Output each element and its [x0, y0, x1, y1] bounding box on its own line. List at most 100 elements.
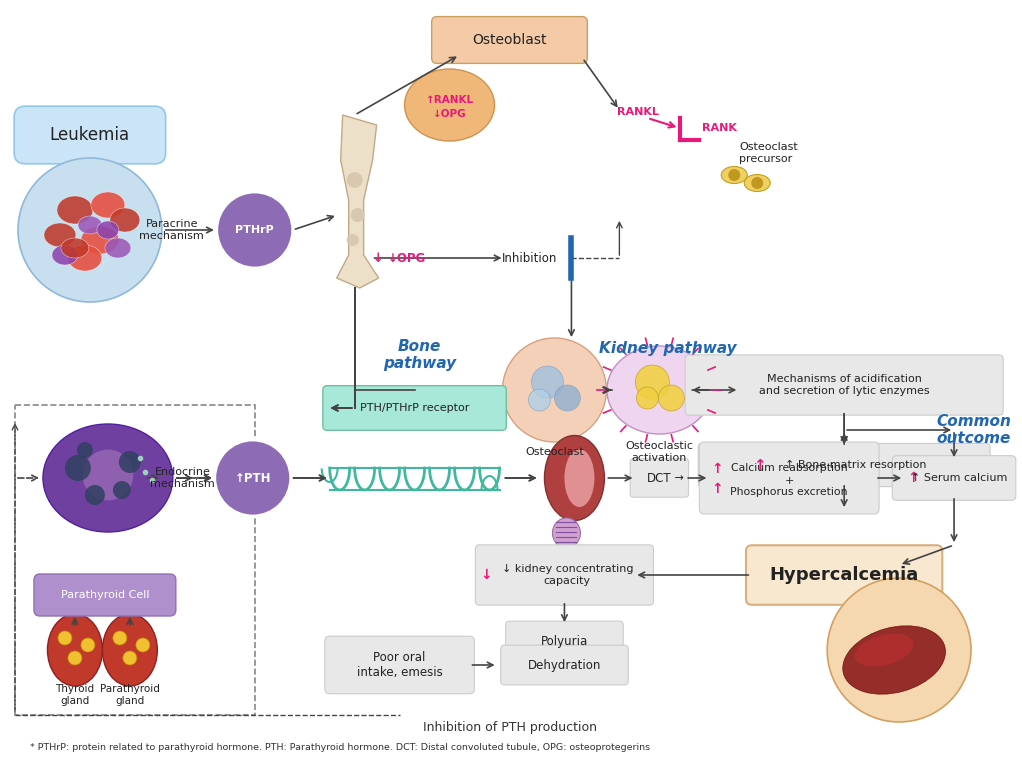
- FancyBboxPatch shape: [631, 459, 689, 497]
- Text: * PTHrP: protein related to parathyroid hormone. PTH: Parathyroid hormone. DCT: : * PTHrP: protein related to parathyroid …: [30, 743, 650, 752]
- Ellipse shape: [67, 245, 102, 271]
- Circle shape: [827, 578, 971, 722]
- Text: PTH/PTHrP receptor: PTH/PTHrP receptor: [360, 403, 469, 413]
- Ellipse shape: [52, 245, 78, 265]
- Ellipse shape: [843, 626, 945, 694]
- Text: ↑ Bone matrix resorption: ↑ Bone matrix resorption: [785, 460, 927, 470]
- Text: ↓ kidney concentrating
capacity: ↓ kidney concentrating capacity: [502, 564, 634, 586]
- Ellipse shape: [91, 192, 125, 218]
- Text: Polyuria: Polyuria: [541, 634, 588, 647]
- Text: Osteoclast
precursor: Osteoclast precursor: [739, 142, 798, 164]
- Text: Parathyroid
gland: Parathyroid gland: [100, 684, 159, 706]
- Text: ↓: ↓: [480, 568, 493, 582]
- Text: Kidney pathway: Kidney pathway: [600, 341, 737, 356]
- Ellipse shape: [110, 208, 140, 232]
- Text: Mechanisms of acidification
and secretion of lytic enzymes: Mechanisms of acidification and secretio…: [759, 374, 929, 396]
- Text: ↑: ↑: [753, 457, 765, 472]
- Text: Leukemia: Leukemia: [50, 126, 130, 144]
- Circle shape: [636, 365, 669, 399]
- Circle shape: [82, 449, 134, 501]
- Text: ↓OPG: ↓OPG: [387, 251, 426, 264]
- Circle shape: [658, 385, 685, 411]
- FancyBboxPatch shape: [475, 545, 653, 605]
- FancyBboxPatch shape: [325, 636, 474, 694]
- Text: RANKL: RANKL: [617, 107, 659, 117]
- FancyBboxPatch shape: [14, 106, 166, 164]
- Ellipse shape: [105, 238, 131, 258]
- Ellipse shape: [57, 196, 93, 224]
- Text: ↓: ↓: [372, 251, 383, 264]
- Text: +: +: [785, 476, 794, 486]
- Text: Paracrine
mechanism: Paracrine mechanism: [139, 220, 204, 241]
- Text: RANK: RANK: [702, 123, 737, 133]
- Ellipse shape: [47, 614, 102, 686]
- Ellipse shape: [44, 223, 76, 247]
- Circle shape: [65, 455, 91, 481]
- Circle shape: [77, 442, 93, 458]
- Circle shape: [136, 638, 150, 652]
- Text: ↑ Serum calcium: ↑ Serum calcium: [911, 473, 1008, 483]
- Text: ↑: ↑: [711, 462, 724, 476]
- FancyBboxPatch shape: [34, 574, 176, 616]
- Ellipse shape: [102, 614, 157, 686]
- Ellipse shape: [722, 167, 747, 183]
- Text: Calcium reabsorption: Calcium reabsorption: [731, 463, 847, 473]
- Text: Endocrine
mechanism: Endocrine mechanism: [150, 467, 216, 489]
- Ellipse shape: [78, 216, 102, 234]
- Ellipse shape: [61, 238, 89, 258]
- Circle shape: [503, 338, 606, 442]
- FancyBboxPatch shape: [506, 621, 623, 661]
- Circle shape: [531, 366, 563, 398]
- Ellipse shape: [43, 424, 173, 532]
- Ellipse shape: [405, 69, 495, 141]
- Circle shape: [18, 158, 161, 302]
- Circle shape: [351, 208, 365, 222]
- Circle shape: [58, 631, 72, 645]
- Text: →: →: [671, 473, 684, 483]
- Ellipse shape: [553, 518, 580, 548]
- Polygon shape: [336, 115, 378, 288]
- Circle shape: [85, 485, 105, 505]
- Text: ↓OPG: ↓OPG: [432, 109, 466, 119]
- Text: Common
outcome: Common outcome: [936, 414, 1012, 446]
- Text: Osteoclastic
activation: Osteoclastic activation: [625, 441, 693, 463]
- Ellipse shape: [607, 346, 711, 434]
- Text: DCT: DCT: [647, 472, 671, 484]
- Text: Phosphorus excretion: Phosphorus excretion: [731, 487, 848, 497]
- Text: ↑: ↑: [908, 471, 919, 485]
- Circle shape: [67, 651, 82, 665]
- FancyBboxPatch shape: [892, 456, 1016, 500]
- Circle shape: [119, 451, 141, 473]
- Text: PTHrP: PTHrP: [235, 225, 274, 235]
- Circle shape: [112, 481, 131, 499]
- Circle shape: [217, 192, 292, 268]
- Circle shape: [346, 234, 359, 246]
- Ellipse shape: [97, 221, 119, 239]
- FancyBboxPatch shape: [699, 442, 879, 514]
- Circle shape: [81, 638, 95, 652]
- Text: ↑PTH: ↑PTH: [234, 472, 271, 484]
- Text: Osteoblast: Osteoblast: [472, 33, 547, 47]
- FancyBboxPatch shape: [685, 355, 1004, 415]
- Circle shape: [346, 172, 363, 188]
- Ellipse shape: [81, 226, 119, 254]
- Circle shape: [751, 177, 763, 189]
- Circle shape: [112, 631, 127, 645]
- Circle shape: [528, 389, 551, 411]
- Circle shape: [637, 387, 658, 409]
- Text: ↑: ↑: [711, 482, 724, 496]
- Text: ↑RANKL: ↑RANKL: [425, 95, 473, 105]
- FancyBboxPatch shape: [501, 645, 629, 685]
- Text: Inhibition of PTH production: Inhibition of PTH production: [423, 721, 598, 734]
- Circle shape: [215, 440, 290, 516]
- FancyBboxPatch shape: [323, 385, 506, 430]
- Text: Thyroid
gland: Thyroid gland: [55, 684, 94, 706]
- Circle shape: [729, 169, 740, 181]
- Text: Dehydration: Dehydration: [527, 659, 601, 671]
- FancyBboxPatch shape: [698, 444, 990, 487]
- Text: Inhibition: Inhibition: [502, 251, 557, 264]
- Text: Hypercalcemia: Hypercalcemia: [770, 566, 919, 584]
- Text: Parathyroid Cell: Parathyroid Cell: [60, 590, 149, 600]
- Text: Poor oral
intake, emesis: Poor oral intake, emesis: [357, 651, 443, 679]
- Circle shape: [123, 651, 137, 665]
